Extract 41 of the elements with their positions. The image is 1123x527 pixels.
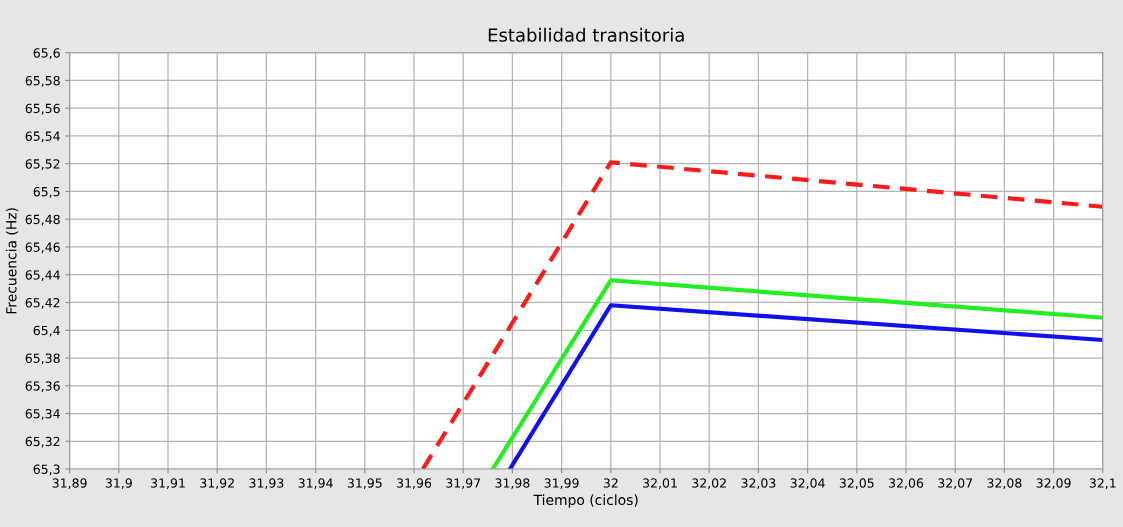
chart-title: Estabilidad transitoria (488, 27, 684, 42)
x-tick-label: 32,04 (790, 478, 825, 490)
y-tick-label: 65,42 (25, 297, 60, 309)
y-tick-label: 65,52 (25, 159, 60, 170)
y-axis-title: Frecuencia (Hz) (5, 208, 19, 314)
x-tick-label: 32,03 (741, 478, 776, 490)
x-tick-label: 32,05 (839, 478, 874, 490)
x-tick-label: 31,93 (249, 478, 284, 490)
y-tick-label: 65,44 (25, 270, 60, 281)
x-tick-label: 32,09 (1036, 478, 1071, 490)
x-tick-label: 31,96 (397, 478, 432, 490)
x-tick-label: 31,92 (200, 478, 234, 490)
y-tick-label: 65,36 (25, 381, 60, 392)
y-tick-label: 65,32 (25, 436, 60, 448)
x-tick-label: 32,07 (938, 478, 973, 490)
x-tick-label: 31,94 (298, 478, 333, 490)
x-tick-label: 31,97 (446, 478, 481, 490)
y-tick-label: 65,46 (25, 242, 60, 254)
x-tick-label: 31,99 (544, 478, 579, 490)
x-tick-label: 31,89 (52, 478, 87, 490)
y-tick-label: 65,4 (33, 325, 60, 337)
x-tick-label: 32,01 (643, 478, 677, 490)
y-tick-label: 65,34 (25, 408, 60, 420)
y-tick-label: 65,56 (25, 103, 60, 115)
y-tick-label: 65,58 (25, 75, 60, 87)
x-tick-label: 32 (603, 478, 618, 488)
x-tick-label: 32,08 (987, 478, 1022, 490)
y-tick-label: 65,5 (33, 186, 60, 198)
x-tick-label: 31,9 (105, 478, 132, 490)
x-tick-label: 32,06 (889, 478, 924, 490)
x-tick-label: 32,1 (1089, 478, 1116, 490)
x-tick-label: 32,02 (692, 478, 726, 490)
x-tick-label: 31,91 (151, 478, 185, 490)
y-tick-label: 65,48 (25, 214, 60, 226)
y-tick-label: 65,3 (33, 464, 60, 476)
y-tick-label: 65,54 (25, 131, 60, 143)
x-tick-label: 31,95 (347, 478, 382, 490)
x-tick-label: 31,98 (495, 478, 530, 490)
y-tick-label: 65,38 (25, 353, 60, 365)
y-tick-label: 65,6 (33, 48, 60, 59)
x-axis-title: Tiempo (ciclos) (533, 494, 638, 508)
